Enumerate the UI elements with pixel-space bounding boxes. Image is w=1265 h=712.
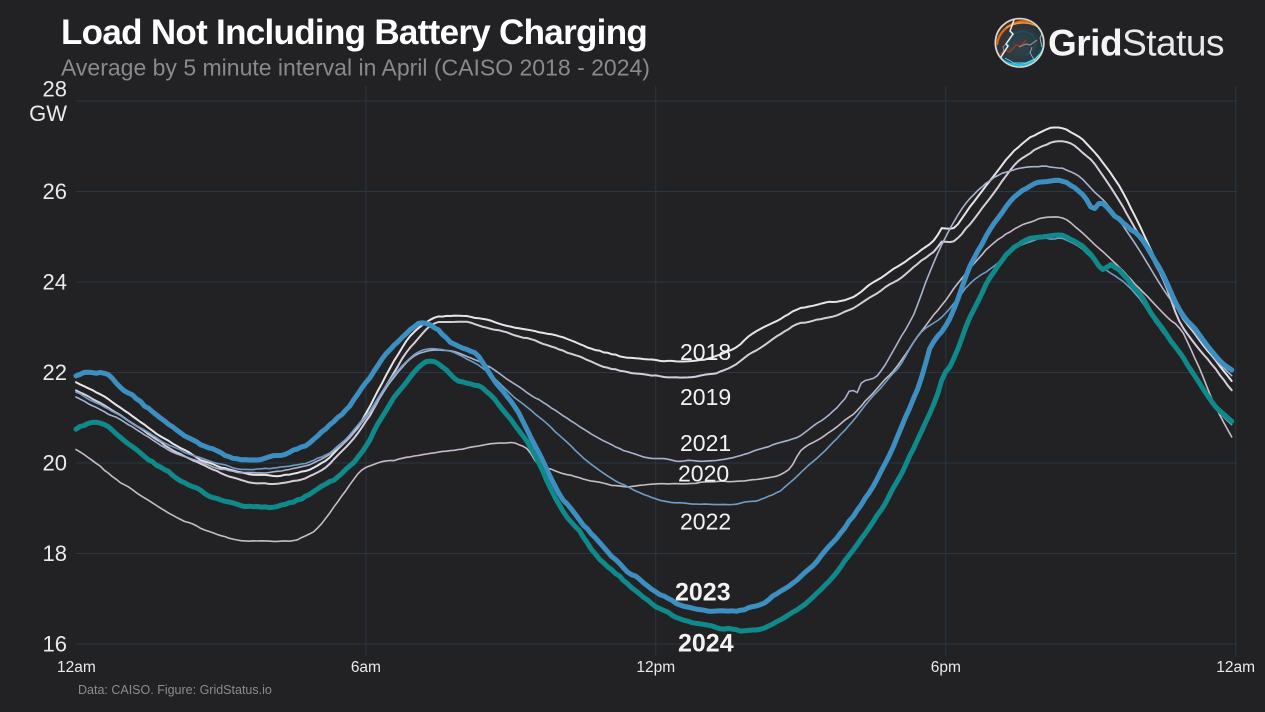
svg-text:2018: 2018 [680,339,731,365]
svg-text:2024: 2024 [678,630,734,658]
svg-text:18: 18 [43,541,67,566]
svg-text:Data: CAISO. Figure: GridStatu: Data: CAISO. Figure: GridStatus.io [78,683,272,697]
svg-text:2021: 2021 [680,430,731,456]
svg-text:2020: 2020 [678,461,729,487]
svg-text:Average by 5 minute interval i: Average by 5 minute interval in April (C… [61,55,650,81]
svg-text:6am: 6am [351,659,381,676]
svg-text:12am: 12am [1216,659,1255,676]
svg-text:22: 22 [43,360,67,385]
svg-text:12am: 12am [57,659,96,676]
svg-text:6pm: 6pm [931,659,961,676]
svg-text:28: 28 [43,77,67,102]
svg-text:2023: 2023 [675,579,731,607]
svg-text:20: 20 [43,451,67,476]
svg-text:26: 26 [43,179,67,204]
svg-text:12pm: 12pm [636,659,675,676]
svg-text:GridStatus: GridStatus [1048,23,1224,64]
svg-text:Load Not Including Battery Cha: Load Not Including Battery Charging [61,13,647,52]
svg-text:2022: 2022 [680,509,731,535]
svg-text:16: 16 [43,632,67,657]
svg-text:GW: GW [29,101,67,126]
svg-text:2019: 2019 [680,384,731,410]
svg-text:24: 24 [43,270,67,295]
